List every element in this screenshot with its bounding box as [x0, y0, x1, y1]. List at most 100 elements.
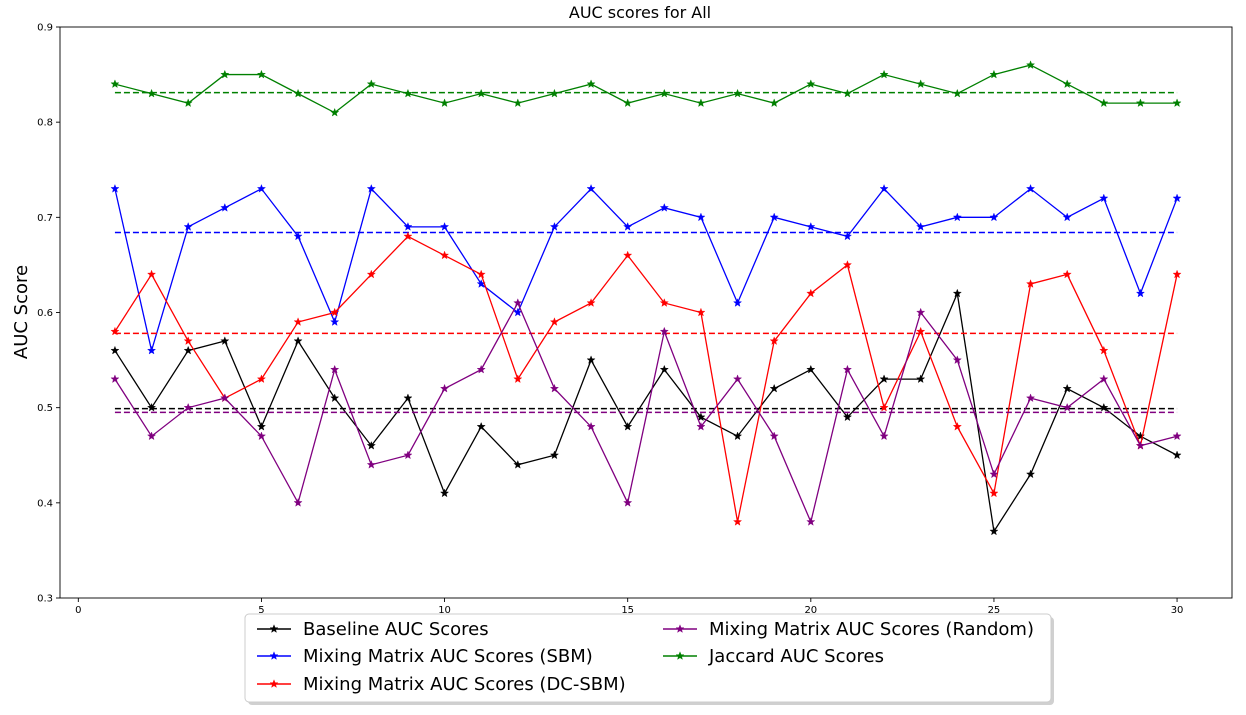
data-point [659, 298, 669, 307]
series-line [114, 187, 1178, 354]
data-point [110, 374, 120, 383]
data-point [513, 98, 523, 107]
data-point [1135, 288, 1145, 298]
data-point [366, 269, 376, 279]
data-point [623, 98, 633, 107]
data-point [183, 98, 193, 107]
y-tick-label: 0.5 [37, 403, 53, 414]
data-point [769, 98, 779, 107]
data-point [147, 88, 157, 98]
data-point [1099, 193, 1109, 203]
legend-item: Mixing Matrix AUC Scores (SBM) [257, 646, 593, 667]
data-point [549, 222, 559, 231]
legend-marker [675, 624, 685, 633]
data-point [513, 298, 523, 307]
data-point [440, 222, 450, 231]
y-tick-label: 0.7 [37, 213, 53, 224]
data-point [879, 184, 889, 193]
data-point [1026, 184, 1036, 193]
data-point [183, 222, 193, 231]
data-point [879, 431, 889, 441]
data-point [769, 336, 779, 345]
data-point [916, 79, 926, 88]
data-point [806, 222, 816, 231]
data-point [696, 98, 706, 107]
data-point [916, 222, 926, 231]
data-point [989, 526, 999, 536]
data-point [293, 317, 303, 326]
legend-marker [269, 679, 279, 688]
data-point [110, 326, 120, 336]
data-point [1026, 393, 1036, 403]
data-point [1062, 79, 1072, 88]
data-point [842, 231, 852, 241]
data-point [733, 88, 743, 98]
legend-label: Mixing Matrix AUC Scores (Random) [709, 619, 1034, 640]
data-point [1062, 383, 1072, 393]
data-point [916, 326, 926, 336]
data-point [842, 412, 852, 422]
data-point [110, 184, 120, 193]
legend-label: Jaccard AUC Scores [708, 646, 884, 667]
data-point [952, 212, 962, 222]
data-point [623, 250, 633, 260]
data-point [769, 383, 779, 393]
data-point [403, 450, 413, 460]
data-point [806, 517, 816, 526]
series-line [114, 235, 1178, 522]
data-point [476, 364, 486, 374]
data-point [952, 88, 962, 98]
data-point [549, 88, 559, 98]
data-point [916, 374, 926, 383]
data-point [952, 288, 962, 298]
data-point [696, 421, 706, 431]
data-point [879, 69, 889, 79]
data-point [806, 288, 816, 298]
data-point [330, 393, 340, 403]
data-point [549, 450, 559, 460]
x-tick-label: 20 [804, 605, 817, 616]
data-point [476, 421, 486, 431]
data-point [842, 364, 852, 374]
data-point [220, 69, 230, 79]
data-point [440, 98, 450, 107]
data-point [696, 412, 706, 422]
data-point [989, 69, 999, 79]
data-point [1099, 345, 1109, 355]
data-point [147, 431, 157, 441]
data-point [916, 307, 926, 317]
data-point [696, 212, 706, 222]
data-point [1099, 374, 1109, 383]
series-line [114, 64, 1178, 114]
data-point [440, 250, 450, 260]
data-point [476, 269, 486, 279]
series-0 [110, 288, 1182, 536]
data-point [659, 326, 669, 336]
data-point [1099, 98, 1109, 107]
x-tick-label: 0 [75, 605, 81, 616]
data-point [293, 231, 303, 241]
data-point [440, 488, 450, 498]
plot-frame [59, 26, 1233, 599]
data-point [623, 498, 633, 507]
data-point [366, 459, 376, 469]
data-point [733, 517, 743, 526]
legend: Baseline AUC Scores Mixing Matrix AUC Sco… [244, 613, 1054, 705]
legend-item: Mixing Matrix AUC Scores (DC-SBM) [257, 674, 626, 695]
data-point [256, 184, 266, 193]
legend-marker [269, 624, 279, 633]
data-point [220, 393, 230, 403]
data-point [659, 88, 669, 98]
data-point [366, 184, 376, 193]
data-point [989, 212, 999, 222]
x-tick-label: 10 [438, 605, 451, 616]
series-3 [110, 298, 1182, 526]
x-tick-label: 5 [258, 605, 264, 616]
y-tick-label: 0.6 [37, 308, 53, 319]
data-point [220, 336, 230, 345]
data-point [330, 364, 340, 374]
data-point [1172, 98, 1182, 107]
data-point [220, 203, 230, 212]
data-point [293, 336, 303, 345]
data-point [256, 69, 266, 79]
